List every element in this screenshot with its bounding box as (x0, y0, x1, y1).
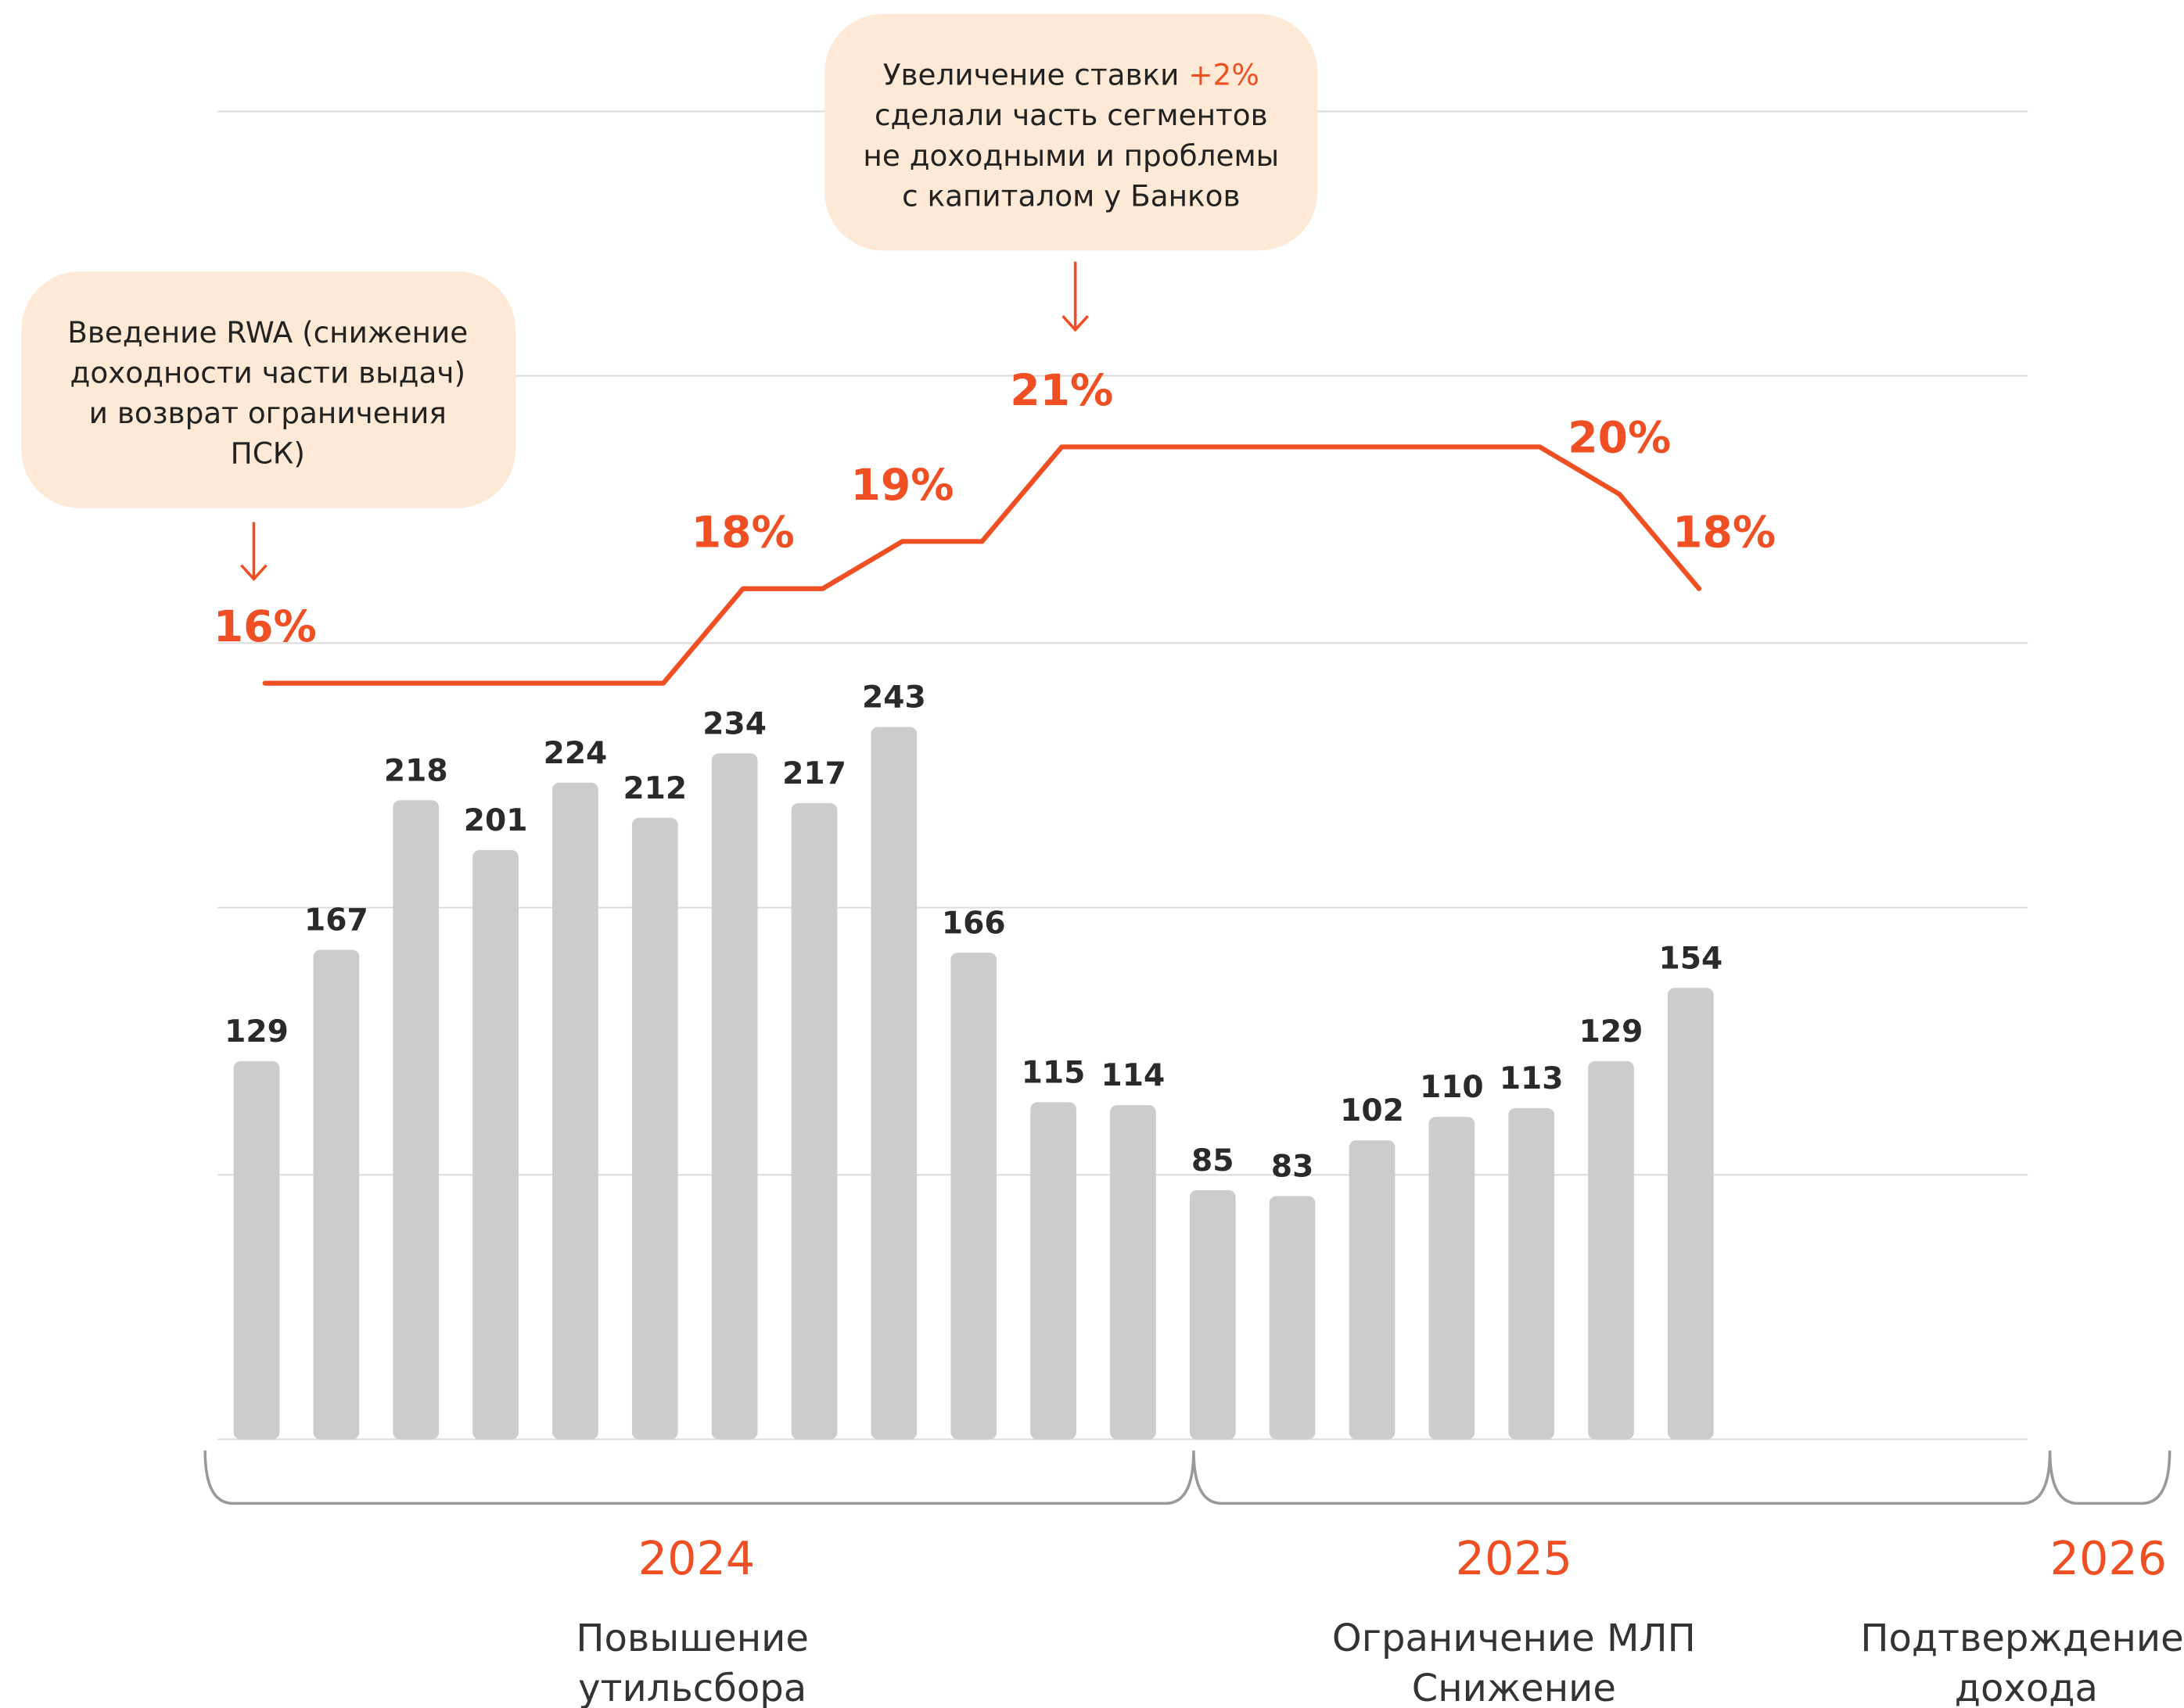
bar (1588, 1060, 1634, 1440)
bar-value-label: 167 (304, 903, 368, 938)
rate-label: 18% (691, 508, 795, 558)
bar (871, 727, 918, 1440)
year-label: 2026 (2050, 1531, 2167, 1585)
bar (711, 753, 758, 1440)
period-note: Подтверждение (1860, 1616, 2183, 1660)
bar-value-label: 113 (1500, 1061, 1564, 1096)
bar-value-label: 201 (464, 803, 528, 838)
bar-value-label: 234 (702, 706, 767, 741)
rate-label: 19% (851, 461, 954, 511)
annotation-text: с капиталом у Банков (902, 178, 1240, 213)
annotation-text: не доходными и проблемы (863, 138, 1279, 173)
bar (1349, 1140, 1396, 1440)
periods: 2024 Повышение утильсбора 2025 Ограничен… (576, 1531, 2183, 1708)
bar (233, 1060, 280, 1440)
bar (472, 850, 519, 1440)
rate-line (262, 444, 1702, 686)
annotation-highlight: +2% (1188, 58, 1259, 92)
bar (1189, 1190, 1236, 1440)
annotation-text: Увеличение ставки +2% (883, 58, 1259, 92)
bar-value-label: 217 (782, 756, 846, 791)
bar-value-label: 129 (1579, 1014, 1643, 1050)
bar-value-label: 218 (384, 753, 448, 788)
bar (1030, 1102, 1076, 1440)
rate-label: 18% (1672, 508, 1776, 558)
annotation-text: Введение RWA (снижение (67, 315, 468, 350)
annotation-text: сделали часть сегментов (875, 98, 1268, 132)
bar-value-label: 83 (1271, 1149, 1313, 1184)
bar-value-label: 85 (1191, 1143, 1234, 1179)
bar (313, 949, 360, 1440)
annotation-rate: Увеличение ставки +2% сделали часть сегм… (824, 13, 1318, 332)
annotation-text: доходности части выдач) (70, 355, 465, 389)
bracket (203, 1450, 2171, 1505)
bar (791, 803, 838, 1440)
period-note: Снижение (1412, 1667, 1616, 1708)
bar (552, 782, 598, 1440)
bar (1428, 1117, 1475, 1440)
bar (631, 817, 678, 1440)
bar-value-label: 114 (1101, 1058, 1166, 1093)
callout-box (21, 271, 516, 508)
bar-value-label: 115 (1022, 1055, 1086, 1090)
bar (393, 800, 440, 1440)
bar (950, 953, 997, 1440)
rate-label: 21% (1010, 366, 1113, 416)
arrow (1061, 261, 1089, 332)
year-label: 2024 (638, 1531, 755, 1585)
bar-value-label: 129 (225, 1014, 289, 1050)
annotation-text: Увеличение ставки (883, 58, 1189, 92)
bar (1668, 988, 1714, 1440)
period-note: Ограничение МЛП (1332, 1616, 1696, 1660)
bar (1269, 1196, 1316, 1440)
period-note: дохода (1955, 1667, 2098, 1708)
annotation-text: и возврат ограничения (89, 396, 447, 430)
bar-value-label: 224 (544, 736, 608, 771)
bar-value-label: 102 (1340, 1093, 1404, 1128)
annotation-text: ПСК) (231, 436, 305, 471)
bar-value-label: 166 (942, 906, 1006, 941)
bar-value-label: 110 (1420, 1070, 1484, 1105)
rate-label: 20% (1568, 413, 1671, 463)
bar (1508, 1107, 1555, 1440)
callout-box (824, 13, 1318, 251)
bar-value-label: 154 (1659, 941, 1723, 976)
arrow (240, 522, 268, 582)
bar (1110, 1105, 1156, 1440)
period-brackets (203, 1450, 2171, 1505)
period-note: Повышение (576, 1616, 809, 1660)
year-label: 2025 (1456, 1531, 1572, 1585)
rate-label: 16% (214, 602, 317, 652)
period-note: утильсбора (578, 1667, 806, 1708)
bar-value-label: 212 (623, 771, 687, 806)
bar-value-label: 243 (862, 680, 926, 716)
annotation-rwa: Введение RWA (снижение доходности части … (21, 271, 516, 582)
